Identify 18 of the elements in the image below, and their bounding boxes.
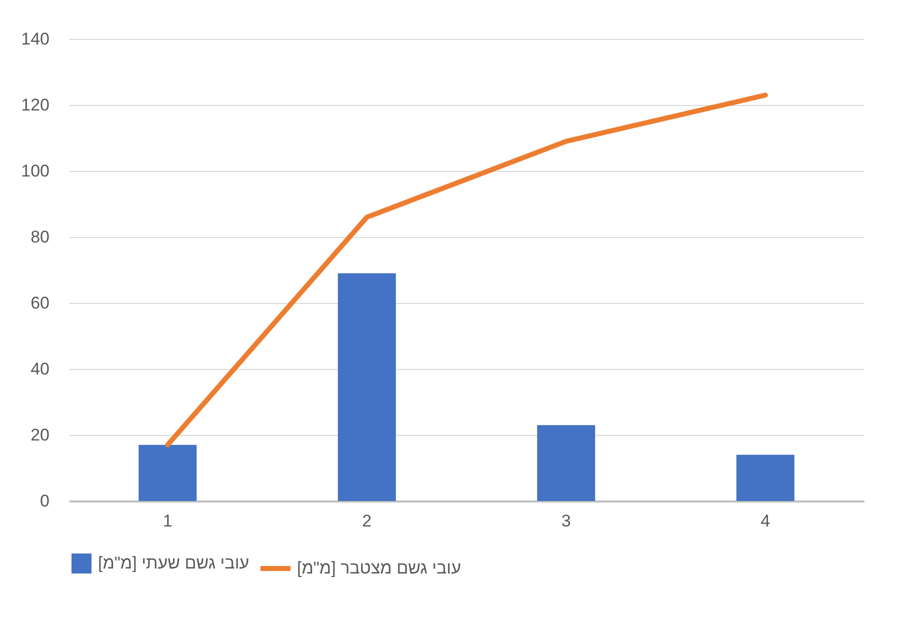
x-tick-label: 2: [362, 512, 372, 530]
x-tick-label: 1: [162, 512, 172, 530]
y-tick-label: 80: [30, 228, 50, 246]
bar: [736, 454, 794, 501]
y-tick-label: 0: [40, 492, 50, 510]
x-tick-label: 4: [760, 512, 770, 530]
y-tick-label: 40: [30, 360, 50, 378]
bar: [338, 273, 396, 501]
y-tick-label: 20: [30, 426, 50, 444]
legend-label: עובי גשם שעתי [מ"מ]: [98, 554, 250, 572]
y-tick-label: 120: [21, 96, 50, 114]
y-tick-label: 60: [30, 294, 50, 312]
x-tick-label: 3: [561, 512, 571, 530]
bar: [138, 444, 197, 501]
legend-label: עובי גשם מצטבר [מ"מ]: [297, 558, 462, 578]
y-tick-label: 140: [21, 30, 50, 48]
y-tick-label: 100: [21, 162, 50, 180]
bar: [537, 425, 596, 501]
